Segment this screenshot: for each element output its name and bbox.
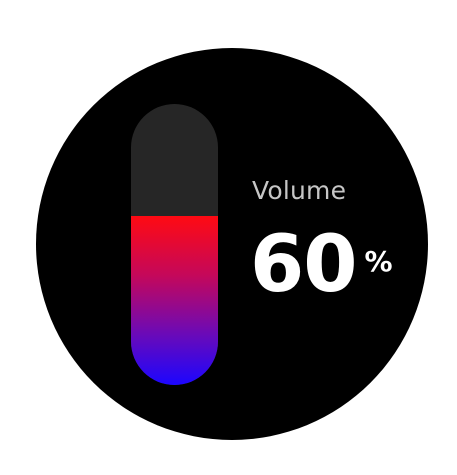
watch-face: Volume 60 %: [36, 48, 428, 440]
volume-slider[interactable]: [131, 104, 218, 385]
volume-level-fill: [131, 216, 218, 385]
volume-readout: 60 %: [250, 214, 393, 304]
volume-percentage-value: 60: [250, 220, 358, 310]
volume-label: Volume: [252, 176, 347, 205]
percent-sign: %: [364, 245, 393, 278]
